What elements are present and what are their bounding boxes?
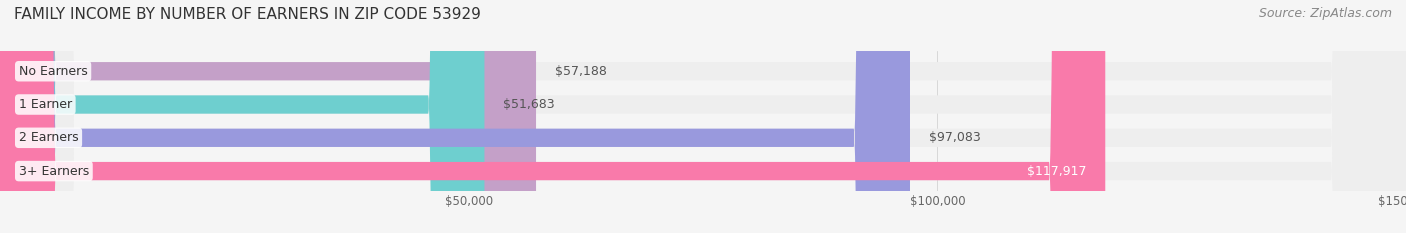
- Text: $117,917: $117,917: [1026, 164, 1087, 178]
- Text: FAMILY INCOME BY NUMBER OF EARNERS IN ZIP CODE 53929: FAMILY INCOME BY NUMBER OF EARNERS IN ZI…: [14, 7, 481, 22]
- Text: 3+ Earners: 3+ Earners: [18, 164, 89, 178]
- Text: $51,683: $51,683: [503, 98, 555, 111]
- FancyBboxPatch shape: [0, 0, 1105, 233]
- Text: 1 Earner: 1 Earner: [18, 98, 72, 111]
- Text: No Earners: No Earners: [18, 65, 87, 78]
- FancyBboxPatch shape: [0, 0, 485, 233]
- Text: 2 Earners: 2 Earners: [18, 131, 79, 144]
- Text: $97,083: $97,083: [929, 131, 980, 144]
- FancyBboxPatch shape: [0, 0, 536, 233]
- Text: $57,188: $57,188: [555, 65, 606, 78]
- Text: Source: ZipAtlas.com: Source: ZipAtlas.com: [1258, 7, 1392, 20]
- FancyBboxPatch shape: [0, 0, 910, 233]
